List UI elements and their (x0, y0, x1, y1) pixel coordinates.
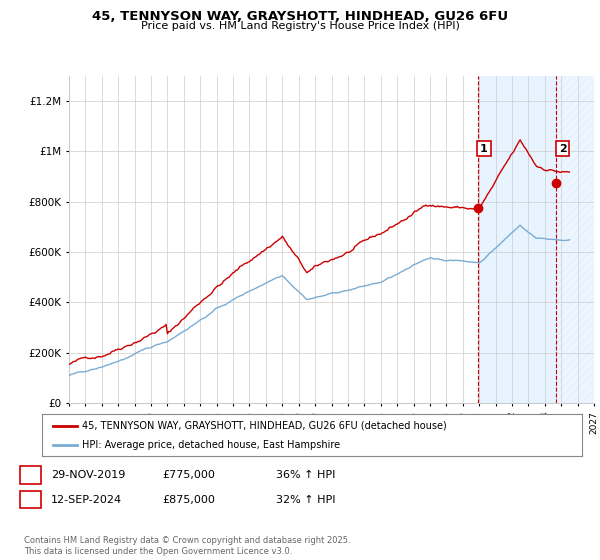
Text: 2: 2 (559, 144, 566, 153)
Text: Price paid vs. HM Land Registry's House Price Index (HPI): Price paid vs. HM Land Registry's House … (140, 21, 460, 31)
Text: 1: 1 (26, 468, 35, 482)
Bar (556, 76, 594, 403)
Text: 45, TENNYSON WAY, GRAYSHOTT, HINDHEAD, GU26 6FU: 45, TENNYSON WAY, GRAYSHOTT, HINDHEAD, G… (92, 10, 508, 23)
Text: 45, TENNYSON WAY, GRAYSHOTT, HINDHEAD, GU26 6FU (detached house): 45, TENNYSON WAY, GRAYSHOTT, HINDHEAD, G… (83, 421, 447, 431)
Text: HPI: Average price, detached house, East Hampshire: HPI: Average price, detached house, East… (83, 440, 341, 450)
Text: 12-SEP-2024: 12-SEP-2024 (51, 494, 122, 505)
Text: Contains HM Land Registry data © Crown copyright and database right 2025.
This d: Contains HM Land Registry data © Crown c… (24, 536, 350, 556)
Text: 36% ↑ HPI: 36% ↑ HPI (276, 470, 335, 480)
Text: £875,000: £875,000 (162, 494, 215, 505)
Text: £775,000: £775,000 (162, 470, 215, 480)
Bar (478, 76, 556, 403)
Text: 2: 2 (26, 493, 35, 506)
Text: 1: 1 (480, 144, 488, 153)
Text: 29-NOV-2019: 29-NOV-2019 (51, 470, 125, 480)
Text: 32% ↑ HPI: 32% ↑ HPI (276, 494, 335, 505)
